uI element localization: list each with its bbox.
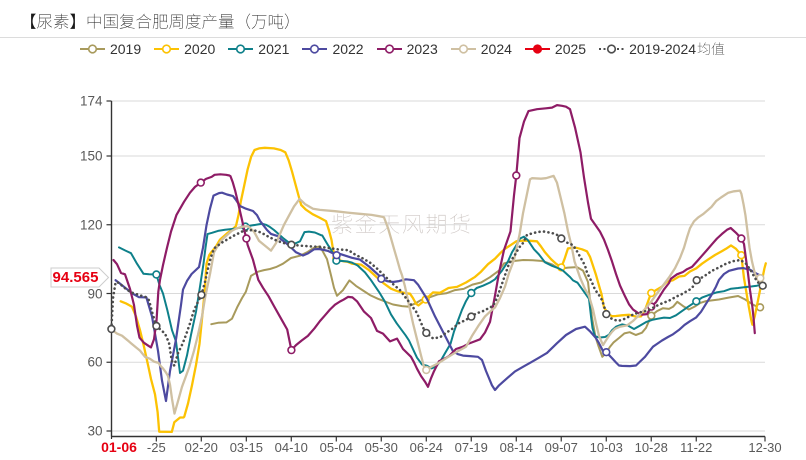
x-axis-label-11-22: 11-22 [680,440,713,455]
series-marker [692,297,701,306]
series-marker [197,290,206,300]
series-2024 [110,174,765,415]
legend-label: 2023 [406,41,438,57]
series-line [119,146,767,434]
series-marker [242,234,251,243]
legend-label: 2024 [480,41,512,57]
series-marker [557,234,566,243]
y-axis-label-60: 60 [87,354,103,370]
series-line [110,228,764,367]
legend-item-2023[interactable]: 2023 [376,41,438,57]
legend-label: 2025 [554,41,587,57]
series-marker [377,274,386,283]
x-axis-label-03-15: 03-15 [229,440,263,455]
series-2020 [119,146,767,434]
x-axis-label-10-03: 10-03 [589,440,623,455]
legend-marker-icon [154,44,180,54]
series-marker [467,312,476,321]
legend-item-2019[interactable]: 2019 [79,41,142,57]
series-marker [737,234,746,243]
x-axis-label-04-10: 04-10 [274,440,308,455]
series-marker [756,273,765,283]
x-axis-label-02-20: 02-20 [184,440,218,455]
legend-marker-icon [376,44,402,54]
x-axis-label-05-04: 05-04 [319,440,353,455]
legend-marker-icon [599,44,625,54]
glyph-text-title [31,13,289,30]
series-2019-2024 [107,228,767,367]
glyph-text-junzhi [697,42,725,55]
series-marker [152,270,161,279]
legend-marker-icon [524,44,550,54]
glyph-text-wm [332,213,470,234]
series-marker [422,328,431,338]
y-axis-label-30: 30 [87,423,103,439]
legend-item-2020[interactable]: 2020 [154,41,215,57]
legend-item-2022[interactable]: 2022 [302,41,364,57]
legend-item-2024[interactable]: 2024 [450,41,512,57]
page-title-glyphs [31,13,289,30]
y-axis-label-90: 90 [87,286,103,301]
legend: 2019 2020 2021 2022 2023 2024 2025 2019-2024 [0,41,806,57]
y-axis-label-150: 150 [79,148,103,164]
x-axis-label-09-07: 09-07 [544,440,578,455]
series-marker [196,178,206,187]
x-axis-label-10-28: 10-28 [634,440,668,455]
series-marker [332,251,341,260]
y-axis-label-174: 174 [79,93,103,109]
x-axis-label-05-30: 05-30 [364,440,398,455]
legend-label: 2020 [184,41,216,57]
x-axis-label-12-30: 12-30 [748,440,782,455]
x-axis-label-06-24: 06-24 [409,440,443,455]
series-marker [602,309,611,319]
current-date-x-label: 01-06 [99,439,139,455]
series-marker [647,311,656,320]
series-marker [107,324,116,334]
legend-marker-icon [228,44,254,54]
series-marker [647,288,656,298]
header-divider [0,37,806,38]
x-axis-label-25: -25 [146,440,166,455]
series-line [110,174,762,415]
legend-label: 2019 [109,41,142,57]
series-marker [287,345,296,355]
legend-label-cjk [697,42,725,55]
current-value-callout: 94.565 [50,267,111,288]
series-2019 [210,245,765,358]
y-axis-label-120: 120 [79,217,103,233]
legend-marker-icon [79,44,105,54]
legend-label: 2022 [332,41,364,57]
series-marker [758,281,767,290]
series-2023 [112,104,756,388]
x-axis-label-08-14: 08-14 [499,440,533,455]
series-marker [152,321,161,331]
callout-bubble-shape [50,267,110,288]
series-2022 [114,191,765,403]
axes [106,100,766,442]
legend-label: 2021 [258,41,290,57]
series-marker [467,288,476,298]
legend-item-2025[interactable]: 2025 [524,41,587,57]
x-axis-label-07-19: 07-19 [454,440,488,455]
series-marker [422,365,431,375]
series-marker [512,171,521,180]
legend-marker-icon [302,44,328,54]
series-marker [737,251,746,260]
series-line [114,191,765,403]
legend-label: 2019-2024 [629,41,726,57]
legend-item-2021[interactable]: 2021 [228,41,289,57]
legend-marker-icon [450,44,476,54]
series-marker [692,276,701,285]
legend-item-2019-2024[interactable]: 2019-2024 [599,41,726,57]
series-marker [287,240,296,249]
callout-value: 94.565 [52,269,99,286]
series-marker [602,348,611,357]
gridlines [111,100,765,432]
series-line [112,104,756,388]
callout-bubble [50,267,110,288]
series-2021 [118,222,761,374]
